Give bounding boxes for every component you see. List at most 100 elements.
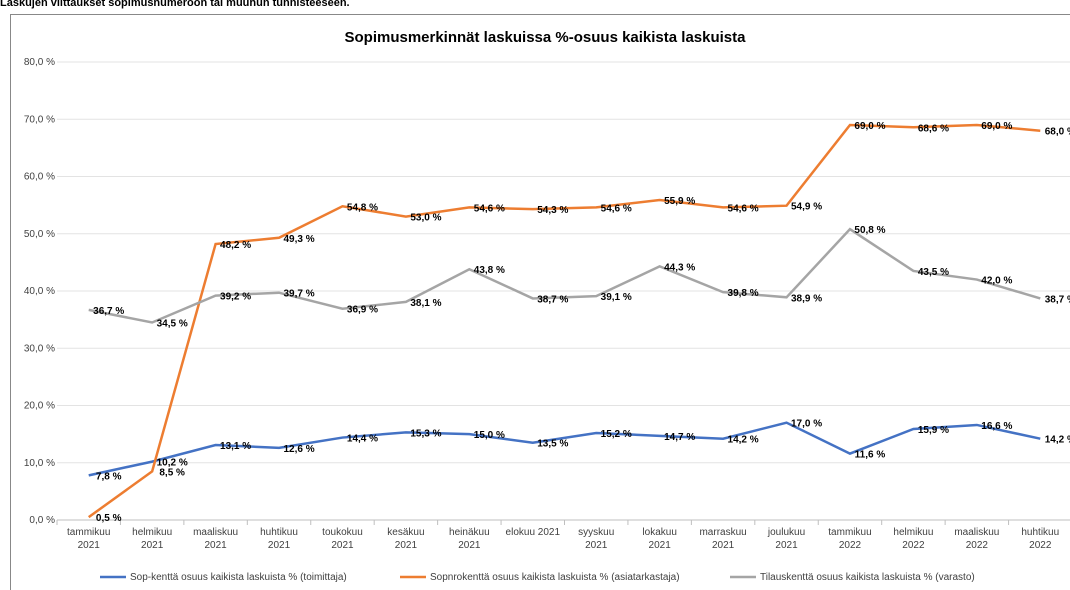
x-tick-label: elokuu 2021 — [506, 527, 561, 538]
x-tick-label-line: 2022 — [966, 540, 989, 551]
data-label: 14,2 % — [728, 435, 759, 446]
series-line — [88, 421, 1041, 477]
data-label: 0,5 % — [96, 513, 122, 524]
x-tick-label-line: 2021 — [649, 540, 672, 551]
x-tick-label-line: lokakuu — [642, 527, 676, 538]
x-tick-label: maaliskuu 2021 — [193, 527, 238, 551]
x-tick-label: huhtikuu 2021 — [260, 527, 298, 551]
x-tick-label: tammikuu 2022 — [828, 527, 871, 551]
data-label: 7,8 % — [96, 471, 122, 482]
data-label: 50,8 % — [854, 225, 885, 236]
data-label: 14,7 % — [664, 432, 695, 443]
data-label: 10,2 % — [157, 458, 188, 469]
data-label: 8,5 % — [159, 467, 185, 478]
data-label: 14,4 % — [347, 434, 378, 445]
legend-label: Tilauskenttä osuus kaikista laskuista % … — [760, 572, 975, 583]
x-tick-label-line: 2021 — [712, 540, 735, 551]
data-label: 39,1 % — [601, 292, 632, 303]
data-label: 17,0 % — [791, 419, 822, 430]
data-label: 54,6 % — [474, 203, 505, 214]
chart-frame — [10, 14, 1070, 590]
x-tick-label: helmikuu 2021 — [132, 527, 172, 551]
x-tick-label-line: maaliskuu — [954, 527, 999, 538]
data-label: 38,9 % — [791, 293, 822, 304]
data-label: 49,3 % — [283, 234, 314, 245]
data-label: 53,0 % — [410, 213, 441, 224]
y-tick-label: 20,0 % — [24, 401, 55, 412]
data-label: 15,3 % — [410, 428, 441, 439]
data-label: 39,2 % — [220, 292, 251, 303]
legend-label: Sopnrokenttä osuus kaikista laskuista % … — [430, 572, 680, 583]
data-label: 54,6 % — [601, 203, 632, 214]
y-tick-label: 50,0 % — [24, 229, 55, 240]
y-tick-label: 70,0 % — [24, 114, 55, 125]
x-tick-label-line: 2021 — [204, 540, 227, 551]
x-tick-label-line: 2021 — [395, 540, 418, 551]
x-tick-label-line: 2021 — [331, 540, 354, 551]
data-label: 36,9 % — [347, 305, 378, 316]
data-label: 11,6 % — [855, 450, 886, 461]
x-tick-label-line: helmikuu — [893, 527, 933, 538]
x-tick-label-line: huhtikuu — [1021, 527, 1059, 538]
y-tick-label: 30,0 % — [24, 343, 55, 354]
x-tick-label-line: 2021 — [141, 540, 164, 551]
x-tick-label: tammikuu 2021 — [67, 527, 110, 551]
x-tick-label: huhtikuu 2022 — [1021, 527, 1059, 551]
x-tick-label: maaliskuu 2022 — [954, 527, 999, 551]
x-tick-label-line: 2022 — [902, 540, 925, 551]
data-label: 39,7 % — [283, 289, 314, 300]
x-tick-label-line: 2021 — [458, 540, 481, 551]
data-label: 68,0 % — [1045, 127, 1070, 138]
x-tick-label-line: 2021 — [585, 540, 608, 551]
x-tick-label-line: marraskuu — [699, 527, 746, 538]
data-label: 38,1 % — [410, 298, 441, 309]
legend-label: Sop-kenttä osuus kaikista laskuista % (t… — [130, 572, 347, 583]
x-tick-label-line: helmikuu — [132, 527, 172, 538]
data-label: 69,0 % — [854, 121, 885, 132]
data-label: 54,8 % — [347, 202, 378, 213]
x-tick-label-line: maaliskuu — [193, 527, 238, 538]
data-label: 15,9 % — [918, 425, 949, 436]
x-tick-label: heinäkuu 2021 — [449, 527, 490, 551]
data-label: 15,0 % — [474, 430, 505, 441]
data-label: 13,1 % — [220, 441, 251, 452]
data-label: 12,6 % — [283, 444, 314, 455]
data-label: 34,5 % — [157, 318, 188, 329]
series-line — [88, 227, 1041, 324]
x-tick-label-line: 2022 — [839, 540, 862, 551]
y-tick-label: 40,0 % — [24, 286, 55, 297]
data-label: 13,5 % — [537, 439, 568, 450]
y-tick-label: 60,0 % — [24, 172, 55, 183]
x-tick-label-line: huhtikuu — [260, 527, 298, 538]
data-label: 39,8 % — [728, 288, 759, 299]
data-label: 55,9 % — [664, 196, 695, 207]
series-line — [87, 123, 1041, 519]
x-tick-label-line: 2021 — [268, 540, 291, 551]
x-tick-label-line: elokuu 2021 — [506, 527, 561, 538]
x-tick-label-line: 2021 — [78, 540, 101, 551]
page-header: Laskujen viittaukset sopimusnumeroon tai… — [0, 0, 350, 9]
data-label: 54,6 % — [728, 203, 759, 214]
data-label: 16,6 % — [981, 421, 1012, 432]
x-tick-label-line: syyskuu — [578, 527, 614, 538]
x-tick-label-line: 2022 — [1029, 540, 1052, 551]
y-tick-label: 80,0 % — [24, 57, 55, 68]
x-tick-label-line: joulukuu — [767, 527, 805, 538]
data-label: 38,7 % — [1045, 294, 1070, 305]
data-label: 54,9 % — [791, 202, 822, 213]
x-tick-label-line: tammikuu — [828, 527, 871, 538]
x-tick-label: kesäkuu 2021 — [387, 527, 424, 551]
data-label: 43,8 % — [474, 265, 505, 276]
data-label: 44,3 % — [664, 262, 695, 273]
x-tick-label: toukokuu 2021 — [322, 527, 363, 551]
data-label: 14,2 % — [1045, 435, 1070, 446]
data-label: 42,0 % — [981, 276, 1012, 287]
data-label: 68,6 % — [918, 123, 949, 134]
x-tick-label-line: tammikuu — [67, 527, 110, 538]
x-tick-label-line: heinäkuu — [449, 527, 490, 538]
x-tick-label-line: toukokuu — [322, 527, 363, 538]
data-label: 15,2 % — [601, 429, 632, 440]
y-tick-label: 10,0 % — [24, 458, 55, 469]
x-tick-label-line: kesäkuu — [387, 527, 424, 538]
